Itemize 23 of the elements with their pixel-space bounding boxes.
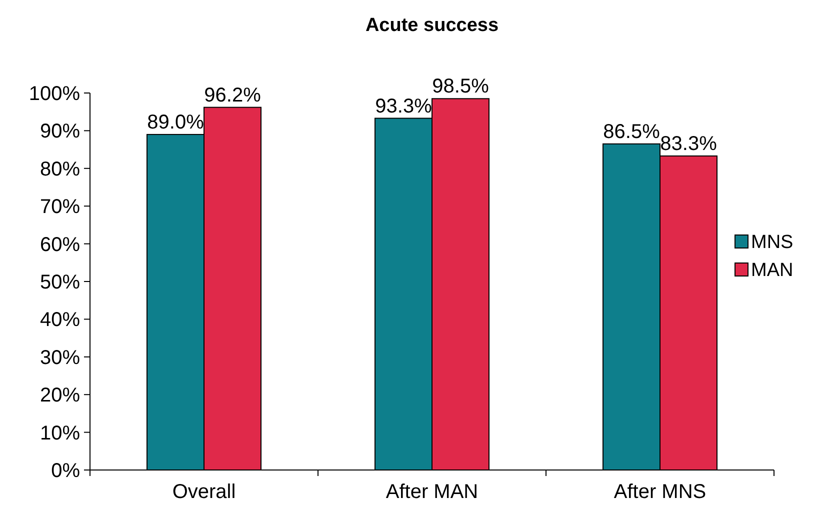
- y-tick-label: 80%: [40, 158, 80, 180]
- y-tick-label: 20%: [40, 384, 80, 407]
- legend-label: MNS: [751, 232, 794, 253]
- data-label: 96.2%: [204, 84, 262, 106]
- y-tick-label: 30%: [40, 346, 80, 369]
- data-label: 83.3%: [660, 132, 718, 155]
- y-tick-label: 10%: [40, 422, 80, 444]
- y-tick-label: 100%: [28, 83, 80, 105]
- y-tick-label: 90%: [40, 120, 80, 143]
- chart-title: Acute success: [365, 15, 499, 36]
- legend-label: MAN: [751, 260, 794, 281]
- data-label: 86.5%: [603, 120, 660, 143]
- y-tick-label: 0%: [51, 460, 80, 482]
- data-label: 89.0%: [147, 111, 204, 134]
- y-tick-label: 60%: [40, 234, 80, 256]
- data-label: 98.5%: [432, 76, 490, 98]
- data-label: 93.3%: [375, 95, 432, 118]
- y-tick-label: 70%: [40, 196, 80, 218]
- x-tick-label: Overall: [172, 481, 236, 503]
- x-tick-label: After MNS: [614, 481, 706, 503]
- y-tick-label: 40%: [40, 309, 80, 332]
- y-tick-label: 50%: [40, 272, 80, 294]
- x-tick-label: After MAN: [386, 481, 478, 503]
